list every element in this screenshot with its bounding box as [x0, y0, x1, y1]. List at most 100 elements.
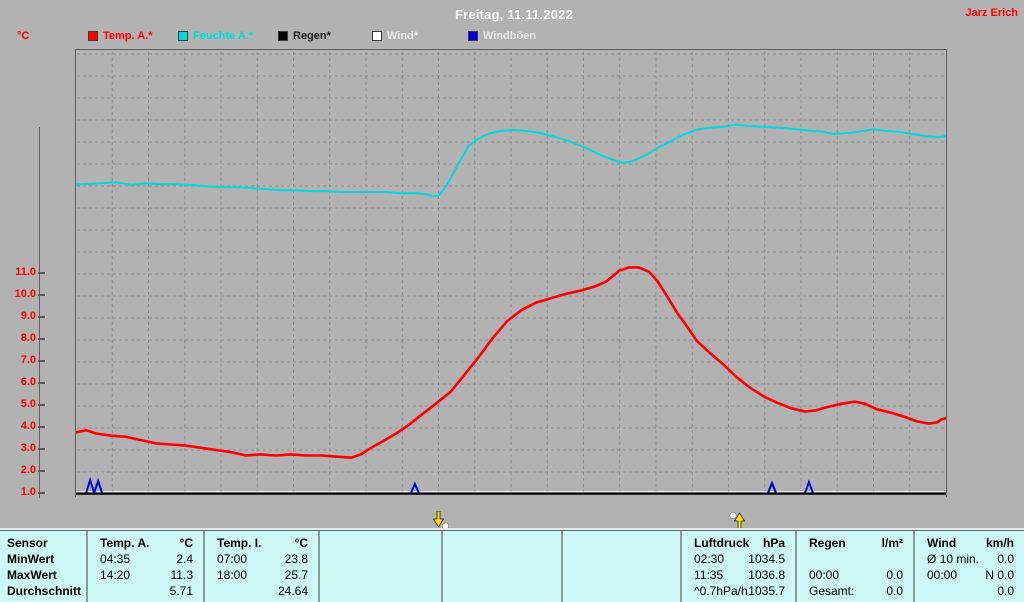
y-axis-unit-label: °C — [17, 30, 30, 42]
legend-item: Temp. A.* — [88, 30, 153, 42]
table-cell-time: 11:35 — [694, 568, 724, 582]
table-row — [563, 583, 680, 599]
table-row-labels-column: Sensor MinWert MaxWert Durchschnitt — [0, 531, 86, 602]
table-cell-value: 0.0 — [997, 552, 1014, 566]
table-row-label: MinWert — [7, 552, 55, 566]
legend-swatch-icon — [178, 31, 188, 41]
table-row: Temp. A. °C — [88, 535, 203, 551]
table-cell-value: 23.8 — [284, 552, 308, 566]
table-column — [441, 531, 561, 602]
owner-name: Jarz Erich — [965, 7, 1018, 19]
legend: Temp. A.* Feuchte A.* Regen* Wind* Windböen — [0, 30, 1024, 45]
table-cell-time: 18:00 — [217, 568, 248, 582]
y-tick-mark — [38, 272, 45, 274]
table-row — [443, 551, 561, 567]
table-column: Temp. A. °C 04:35 2.4 14:20 11.3 5.71 — [86, 531, 203, 602]
table-cell-value: 1036.8 — [748, 568, 785, 582]
y-tick-label: 1.0 — [20, 486, 36, 498]
temp-series-line — [76, 266, 946, 460]
table-row — [443, 583, 561, 599]
legend-swatch-icon — [468, 31, 478, 41]
legend-item-label: Feuchte A.* — [193, 30, 254, 42]
table-cell-value: 11.3 — [170, 568, 193, 582]
y-tick-mark — [38, 404, 45, 406]
table-row: Sensor — [0, 535, 86, 551]
y-tick-label: 5.0 — [20, 398, 36, 410]
y-tick-mark — [38, 360, 45, 362]
legend-item: Feuchte A.* — [178, 30, 253, 42]
table-cell-value: 0.0 — [997, 584, 1014, 598]
table-header-name: Temp. I. — [217, 536, 262, 550]
table-row: 00:00 N 0.0 — [915, 567, 1024, 583]
table-row: Ø 10 min. 0.0 — [915, 551, 1024, 567]
table-row — [443, 567, 561, 583]
y-tick-label: 6.0 — [20, 376, 36, 388]
table-row: Durchschnitt — [0, 583, 86, 599]
table-cell-value: 25.7 — [284, 568, 308, 582]
table-column: Regen l/m² 00:00 0.0 Gesamt: 0.0 — [795, 531, 913, 602]
y-tick-mark — [38, 382, 45, 384]
gust-spike — [93, 477, 104, 494]
table-row — [320, 551, 441, 567]
y-tick-mark — [38, 470, 45, 472]
page-title: Freitag, 11.11.2022 — [455, 7, 573, 22]
table-row: MaxWert — [0, 567, 86, 583]
table-row: 24.64 — [205, 583, 318, 599]
table-cell-time: ^0.7hPa/h — [694, 584, 748, 598]
table-row — [443, 535, 561, 551]
table-header-unit: km/h — [985, 536, 1014, 550]
y-tick-mark — [38, 316, 45, 318]
y-tick-label: 4.0 — [20, 420, 36, 432]
table-row: 14:20 11.3 — [88, 567, 203, 583]
y-tick-label: 7.0 — [20, 354, 36, 366]
table-row: 18:00 25.7 — [205, 567, 318, 583]
y-tick-mark — [38, 448, 45, 450]
table-cell-time: Ø 10 min. — [927, 552, 980, 566]
table-cell-value: 1035.7 — [748, 584, 785, 598]
table-row-label: Durchschnitt — [7, 584, 82, 598]
y-tick-label: 3.0 — [20, 442, 36, 454]
table-header-unit: hPa — [762, 536, 785, 550]
table-header-unit: °C — [294, 536, 308, 550]
legend-item: Regen* — [278, 30, 331, 42]
table-row — [797, 551, 913, 567]
table-header-name: Wind — [927, 536, 957, 550]
legend-swatch-icon — [278, 31, 288, 41]
table-row: Luftdruck hPa — [682, 535, 795, 551]
table-cell-value: 0.0 — [886, 584, 903, 598]
table-row: 00:00 0.0 — [797, 567, 913, 583]
y-axis-line — [39, 127, 40, 498]
chart-plot-area — [75, 49, 947, 497]
table-cell-time: 04:35 — [100, 552, 131, 566]
y-tick-label: 9.0 — [20, 310, 36, 322]
table-row-label: MaxWert — [7, 568, 57, 582]
table-cell-value: 1034.5 — [748, 552, 785, 566]
gust-spike — [767, 480, 777, 494]
summary-table: Sensor MinWert MaxWert Durchschnitt Temp. A.… — [0, 530, 1024, 602]
legend-item: Wind* — [372, 30, 418, 42]
chart-svg — [76, 52, 946, 495]
table-cell-value: 0.0 — [886, 568, 903, 582]
legend-swatch-icon — [372, 31, 382, 41]
table-row: Wind km/h — [915, 535, 1024, 551]
table-header-name: Luftdruck — [694, 536, 750, 550]
humidity-series-line — [76, 123, 946, 198]
table-cell-value: 2.4 — [176, 552, 193, 566]
table-row: 02:30 1034.5 — [682, 551, 795, 567]
marker-arrow-down-icon — [432, 510, 450, 530]
gust-spike — [85, 476, 96, 494]
table-cell-time: 02:30 — [694, 552, 725, 566]
table-column: Luftdruck hPa 02:30 1034.5 11:35 1036.8 ^0.7hP… — [680, 531, 795, 602]
y-tick-mark — [38, 426, 45, 428]
table-cell-time: 14:20 — [100, 568, 131, 582]
table-header-name: Regen — [809, 536, 846, 550]
table-column: Temp. I. °C 07:00 23.8 18:00 25.7 24.64 — [203, 531, 318, 602]
table-row: Gesamt: 0.0 — [797, 583, 913, 599]
table-header-unit: l/m² — [881, 536, 903, 550]
legend-item-label: Temp. A.* — [103, 30, 153, 42]
table-row-label: Sensor — [7, 536, 48, 550]
table-row — [320, 567, 441, 583]
table-cell-value: N 0.0 — [985, 568, 1014, 582]
table-row: Regen l/m² — [797, 535, 913, 551]
